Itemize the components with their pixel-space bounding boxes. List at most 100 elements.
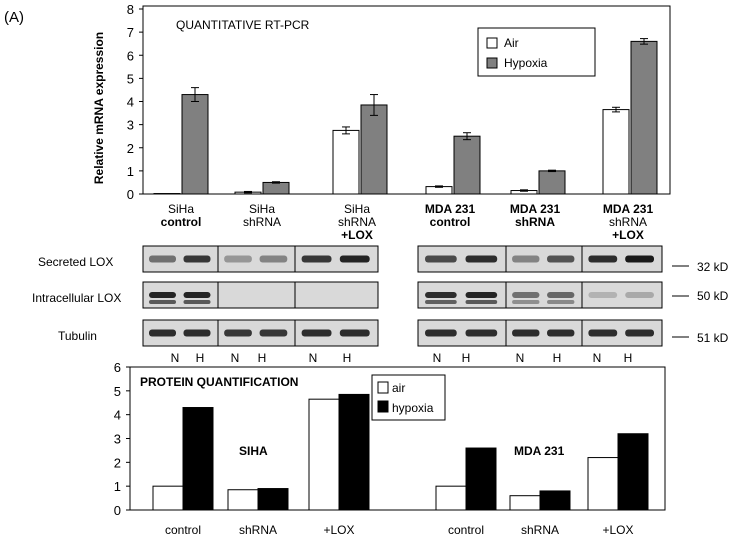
blot-band	[465, 292, 498, 298]
blot-band	[301, 255, 332, 263]
protein-category-label: +LOX	[323, 523, 354, 537]
rt-pcr-category-line2: shRNA	[609, 215, 647, 229]
legend-air-swatch-protein	[377, 381, 389, 394]
blot-band	[149, 329, 176, 337]
rt-pcr-y-tick-label: 8	[127, 2, 134, 17]
blot-lane-label: H	[462, 351, 471, 365]
protein-bar-air	[152, 485, 184, 511]
protein-y-tick-label: 0	[114, 503, 121, 518]
legend-hypoxia-label-protein: hypoxia	[392, 401, 434, 415]
rt-pcr-legend: Air Hypoxia	[477, 27, 596, 77]
protein-bar-air	[587, 457, 619, 511]
rt-pcr-bar-hypoxia	[453, 135, 481, 195]
rt-pcr-bar-hypoxia	[360, 104, 388, 195]
blot-band	[149, 255, 176, 263]
blot-size-50kd: 50 kD	[697, 289, 729, 303]
blot-lane-label: H	[343, 351, 352, 365]
blot-lane-label: H	[258, 351, 267, 365]
protein-category-label: shRNA	[239, 523, 277, 537]
protein-bar-air	[227, 489, 259, 511]
protein-bar-hypoxia	[617, 433, 649, 511]
protein-chart: PROTEIN QUANTIFICATION SIHA MDA 231 0 1 2 3…	[114, 360, 666, 537]
blot-band	[588, 329, 618, 337]
protein-category-label: control	[448, 523, 484, 537]
blot-band	[547, 300, 575, 304]
rt-pcr-bar-air	[332, 129, 360, 195]
protein-y-tick-label: 1	[114, 479, 121, 494]
blot-lane-label: H	[553, 351, 562, 365]
blot-band	[183, 329, 211, 337]
protein-category-labels: control shRNA +LOX control shRNA +LOX	[165, 523, 634, 537]
rt-pcr-category-line1: SiHa	[168, 202, 194, 216]
blot-band	[339, 329, 370, 337]
blot-strip	[294, 281, 379, 309]
blot-lane-label: N	[433, 351, 442, 365]
blot-band	[465, 329, 498, 337]
protein-bar-hypoxia	[338, 393, 370, 511]
rt-pcr-y-tick-label: 2	[127, 141, 134, 156]
blot-band	[224, 255, 252, 263]
protein-category-label: +LOX	[602, 523, 633, 537]
protein-bar-air	[509, 495, 541, 511]
protein-category-label: control	[165, 523, 201, 537]
rt-pcr-y-tick-label: 6	[127, 48, 134, 63]
blot-band	[259, 255, 288, 263]
blot-band	[301, 329, 332, 337]
protein-bar-hypoxia	[539, 490, 571, 511]
blot-band	[465, 255, 498, 263]
protein-y-tick-label: 2	[114, 455, 121, 470]
protein-bar-hypoxia	[465, 447, 497, 511]
legend-hypoxia-label: Hypoxia	[504, 56, 548, 70]
western-blots: Secreted LOX Intracellular LOX Tubulin 3…	[32, 245, 729, 365]
rt-pcr-y-axis-label: Relative mRNA expression	[92, 32, 106, 184]
protein-y-tick-label: 6	[114, 360, 121, 375]
protein-bars	[152, 393, 649, 511]
blot-band	[512, 292, 540, 298]
rt-pcr-y-tick-label: 7	[127, 25, 134, 40]
blot-strips	[142, 245, 663, 347]
blot-lane-label: N	[171, 351, 180, 365]
panel-label: (A)	[4, 9, 24, 26]
rt-pcr-y-tick-label: 4	[127, 95, 134, 110]
blot-band	[149, 292, 176, 298]
protein-title: PROTEIN QUANTIFICATION	[140, 375, 298, 389]
blot-lane-label: H	[624, 351, 633, 365]
blot-band	[339, 255, 370, 263]
blot-band	[512, 300, 540, 304]
rt-pcr-category-line3: +LOX	[341, 228, 373, 242]
blot-lane-label: N	[231, 351, 240, 365]
blot-band	[224, 329, 252, 337]
blot-band	[588, 255, 618, 263]
blot-band	[259, 329, 288, 337]
protein-y-tick-label: 4	[114, 408, 121, 423]
rt-pcr-bar-hypoxia	[538, 170, 566, 195]
rt-pcr-bar-hypoxia	[262, 181, 290, 195]
blot-lane-label: N	[309, 351, 318, 365]
blot-band	[425, 292, 457, 298]
rt-pcr-bar-hypoxia	[630, 40, 658, 195]
protein-category-label: shRNA	[521, 523, 559, 537]
rt-pcr-category-line1: MDA 231	[510, 202, 561, 216]
blot-band	[149, 300, 176, 304]
rt-pcr-category-line2: shRNA	[243, 215, 281, 229]
protein-bar-hypoxia	[257, 488, 289, 511]
blot-lane-label: H	[196, 351, 205, 365]
rt-pcr-category-line3: +LOX	[612, 228, 644, 242]
rt-pcr-y-ticks: 0 1 2 3 4 5 6 7 8	[127, 2, 143, 202]
blot-band	[547, 292, 575, 298]
rt-pcr-category-line1: MDA 231	[425, 202, 476, 216]
protein-y-ticks: 0 1 2 3 4 5 6	[114, 360, 130, 518]
blot-lane-label: N	[516, 351, 525, 365]
blot-band	[183, 292, 211, 298]
blot-band	[465, 300, 498, 304]
protein-bar-air	[308, 398, 340, 511]
rt-pcr-y-tick-label: 3	[127, 118, 134, 133]
blot-band	[625, 255, 654, 263]
blot-row-label-tubulin: Tubulin	[58, 329, 97, 343]
rt-pcr-title: QUANTITATIVE RT-PCR	[176, 18, 310, 32]
blot-band	[183, 255, 211, 263]
blot-strip	[217, 281, 296, 309]
blot-band	[547, 329, 575, 337]
